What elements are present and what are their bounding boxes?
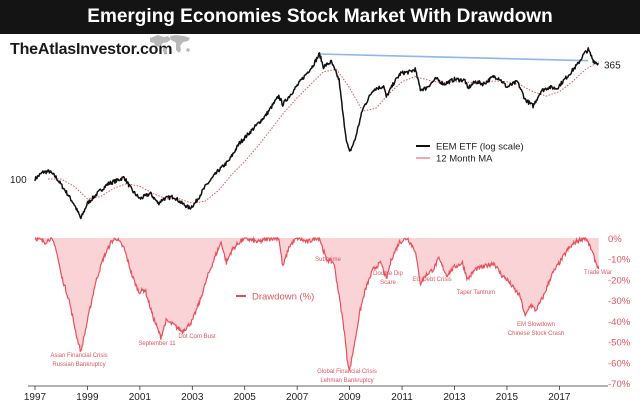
world-map-icon [150, 35, 190, 55]
legend-label-0: EEM ETF (log scale) [436, 142, 524, 153]
x-tick-label-10: 2017 [548, 392, 571, 403]
y-tick-label-5: -50% [608, 338, 631, 349]
annotation-8-line-1: Chinese Stock Crash [508, 331, 564, 337]
x-tick-label-7: 2011 [391, 392, 413, 403]
annotation-6-line-0: EU Debt Crisis [412, 277, 451, 283]
annotation-8-line-0: EM Slowdown [517, 322, 555, 328]
annotation-0-line-0: Asian Financial Crisis [50, 353, 107, 359]
x-tick-label-3: 2003 [181, 392, 204, 403]
ma-line [48, 61, 599, 204]
y-tick-label-4: -40% [608, 317, 631, 328]
y-tick-label-0: 0% [608, 234, 622, 245]
drawdown-area [35, 238, 599, 370]
price-label-start: 100 [10, 175, 27, 186]
x-tick-label-9: 2015 [496, 392, 519, 403]
drawdown-line [34, 235, 600, 372]
x-tick-label-5: 2007 [286, 392, 309, 403]
annotation-9-line-0: Trade War [584, 270, 612, 276]
x-tick-label-0: 1997 [24, 392, 47, 403]
annotation-3-line-0: Subprime [315, 257, 341, 263]
annotation-5-line-0: Double Dip [373, 271, 403, 277]
x-tick-label-8: 2013 [443, 392, 466, 403]
annotation-7-line-0: Taper Tantrum [457, 290, 495, 296]
price-label-end: 365 [604, 60, 621, 71]
legend-label-1: 12 Month MA [436, 154, 493, 165]
y-tick-label-7: -70% [608, 379, 631, 390]
annotation-5-line-1: Scare [380, 280, 396, 286]
x-tick-label-6: 2009 [338, 392, 361, 403]
y-tick-label-2: -20% [608, 275, 631, 286]
x-tick-label-4: 2005 [234, 392, 257, 403]
prior-high-line [319, 53, 589, 62]
annotation-4-line-1: Lehman Bankruptcy [320, 378, 373, 384]
annotation-4-line-0: Global Financial Crisis [317, 369, 377, 375]
y-tick-label-6: -60% [608, 358, 631, 369]
annotation-2-line-0: Dot Com Bust [178, 334, 216, 340]
dd-legend-label: Drawdown (%) [252, 292, 314, 303]
price-line [34, 47, 600, 220]
y-tick-label-1: -10% [608, 255, 631, 266]
x-tick-label-1: 1999 [76, 392, 99, 403]
annotation-0-line-1: Russian Bankruptcy [52, 362, 105, 368]
x-tick-label-2: 2001 [129, 392, 152, 403]
y-tick-label-3: -30% [608, 296, 631, 307]
brand-label: TheAtlasInvestor.com [10, 41, 173, 58]
chart-title: Emerging Economies Stock Market With Dra… [0, 0, 640, 34]
annotation-1-line-0: September 11 [138, 341, 176, 347]
